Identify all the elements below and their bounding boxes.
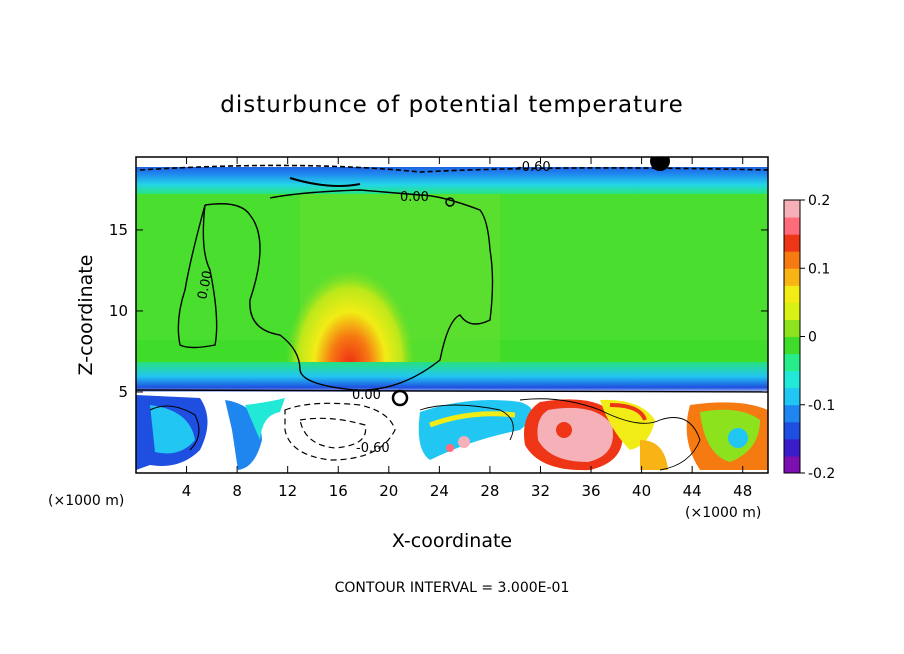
x-tick-label: 8 [232, 482, 242, 500]
x-tick-label: 24 [430, 482, 449, 500]
x-unit-label: (×1000 m) [48, 493, 124, 509]
colorbar-tick-label: 0.2 [808, 193, 830, 209]
contour-label: 0.00 [400, 190, 429, 205]
contour-label: -0.60 [517, 160, 551, 175]
colorbar-swatch [784, 285, 800, 303]
y-tick-label: 5 [118, 383, 128, 401]
x-axis-label: X-coordinate [392, 530, 512, 552]
colorbar-swatch [784, 421, 800, 440]
x-tick-label: 20 [379, 482, 398, 500]
colorbar-swatch [784, 438, 800, 457]
x-tick-label: 4 [182, 482, 192, 500]
colorbar-swatch [784, 234, 800, 252]
contour-interval-text: CONTOUR INTERVAL = 3.000E-01 [335, 580, 570, 596]
contour-label: 0.00 [352, 388, 381, 403]
contour-labels: -0.60 0.00 0.00 0.00 -0.60 [195, 160, 550, 456]
z-unit-label: (×1000 m) [685, 505, 761, 521]
x-tick-label: 16 [329, 482, 348, 500]
colorbar-tick-label: 0.1 [808, 261, 830, 277]
x-axis: 4 8 12 16 20 24 28 32 36 40 44 48 [182, 157, 752, 500]
x-tick-label: 48 [733, 482, 752, 500]
x-tick-label: 36 [581, 482, 600, 500]
x-tick-label: 44 [683, 482, 702, 500]
colorbar-swatch [784, 302, 800, 320]
colorbar-swatch [784, 370, 800, 389]
contour-label: 0.00 [195, 269, 216, 300]
plot-area [136, 157, 768, 473]
colorbar [784, 200, 800, 474]
plot-frame [135, 156, 769, 474]
colorbar-ticks: 0.2 0.1 0 -0.1 -0.2 [800, 193, 835, 482]
y-tick-label: 15 [109, 221, 128, 239]
colorbar-swatch [784, 217, 800, 235]
colorbar-swatch [784, 353, 800, 372]
x-tick-label: 32 [531, 482, 550, 500]
zero-contour [204, 189, 494, 391]
y-axis: 5 10 15 [109, 221, 768, 401]
colorbar-swatch [784, 319, 800, 337]
contour-label: -0.60 [356, 441, 390, 456]
colorbar-swatch [784, 387, 800, 406]
colorbar-tick-label: -0.2 [808, 466, 835, 482]
colorbar-swatch [784, 404, 800, 423]
y-tick-label: 10 [109, 302, 128, 320]
y-axis-label: Z-coordinate [75, 255, 97, 376]
x-tick-label: 40 [632, 482, 651, 500]
colorbar-swatch [784, 336, 800, 355]
colorbar-tick-label: -0.1 [808, 398, 835, 414]
x-tick-label: 28 [480, 482, 499, 500]
x-tick-label: 12 [278, 482, 297, 500]
colorbar-swatch [784, 200, 800, 218]
colorbar-swatch [784, 251, 800, 269]
chart-title: disturbunce of potential temperature [220, 92, 684, 118]
colorbar-swatch [784, 455, 800, 474]
colorbar-swatch [784, 268, 800, 286]
colorbar-tick-label: 0 [808, 330, 817, 346]
